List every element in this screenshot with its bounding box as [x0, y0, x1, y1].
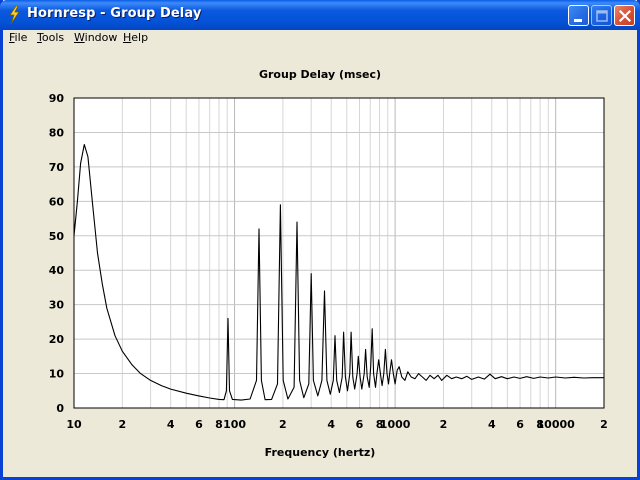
plot-background — [74, 98, 604, 408]
y-tick-label: 90 — [49, 92, 65, 105]
y-tick-label: 80 — [49, 126, 65, 139]
lightning-icon — [9, 6, 20, 24]
x-tick-label: 2 — [440, 418, 448, 431]
minimize-button[interactable] — [568, 5, 589, 26]
x-tick-label: 6 — [516, 418, 524, 431]
x-tick-label: 6 — [356, 418, 364, 431]
y-tick-label: 70 — [49, 161, 65, 174]
y-tick-label: 40 — [49, 264, 65, 277]
x-tick-label: 2 — [600, 418, 608, 431]
x-tick-label: 4 — [488, 418, 496, 431]
y-tick-label: 0 — [56, 402, 64, 415]
x-tick-label: 100 — [223, 418, 246, 431]
maximize-button[interactable] — [591, 5, 612, 26]
close-icon — [618, 9, 632, 23]
x-tick-label: 8 — [536, 418, 544, 431]
y-tick-label: 60 — [49, 195, 65, 208]
maximize-icon — [596, 10, 608, 22]
y-tick-label: 10 — [49, 368, 65, 381]
x-tick-label: 10 — [66, 418, 82, 431]
y-tick-label: 20 — [49, 333, 65, 346]
menu-tools[interactable]: Tools — [37, 31, 65, 44]
x-tick-label: 8 — [376, 418, 384, 431]
menu-window[interactable]: Window — [74, 31, 118, 44]
close-button[interactable] — [614, 5, 635, 26]
y-tick-label: 30 — [49, 299, 65, 312]
window-title: Hornresp - Group Delay — [27, 6, 202, 21]
menu-file[interactable]: File — [9, 31, 28, 44]
menu-bar: File Tools Window Help — [3, 30, 637, 47]
title-bar[interactable]: Hornresp - Group Delay — [0, 0, 640, 30]
x-axis-title: Frequency (hertz) — [264, 446, 376, 459]
x-tick-label: 10000 — [537, 418, 576, 431]
x-tick-label: 1000 — [380, 418, 411, 431]
chart-area: Group Delay (msec) 0 10 20 30 40 50 60 70 80 90 10… — [3, 48, 637, 477]
chart-title: Group Delay (msec) — [258, 68, 382, 81]
y-tick-label: 50 — [49, 230, 65, 243]
menu-help[interactable]: Help — [123, 31, 149, 44]
x-tick-label: 2 — [279, 418, 287, 431]
x-tick-label: 4 — [327, 418, 335, 431]
x-tick-label: 8 — [215, 418, 223, 431]
group-delay-line — [73, 143, 604, 401]
x-tick-label: 2 — [119, 418, 127, 431]
minimize-icon — [574, 19, 582, 22]
x-tick-label: 4 — [167, 418, 175, 431]
x-tick-label: 6 — [195, 418, 203, 431]
plot-frame — [73, 97, 605, 409]
